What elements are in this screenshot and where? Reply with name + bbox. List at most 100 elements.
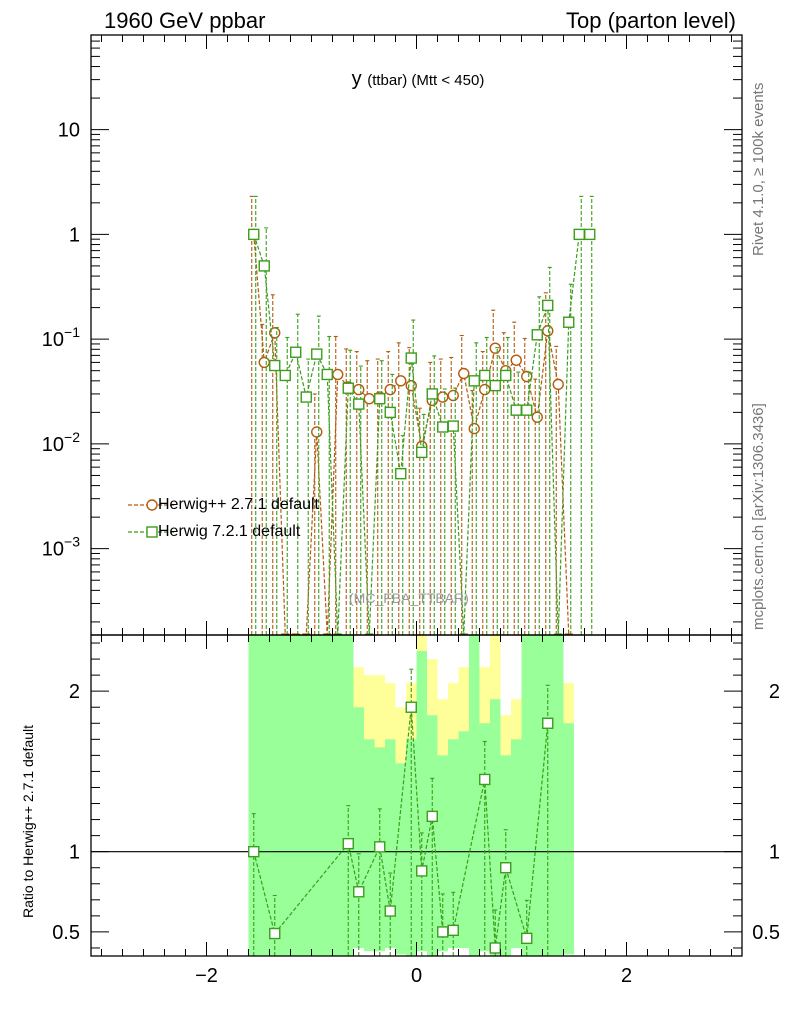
y-tick-label: 1 bbox=[69, 224, 80, 246]
ratio-band-inner bbox=[458, 731, 469, 948]
legend-marker-herwig7 bbox=[146, 526, 158, 538]
ratio-herwig7-point bbox=[500, 862, 512, 874]
ratio-band-inner bbox=[553, 635, 564, 956]
herwig7-point bbox=[584, 228, 596, 241]
herwig7-point bbox=[426, 388, 438, 400]
herwigpp-point bbox=[332, 368, 344, 381]
ratio-herwig7-point bbox=[269, 927, 281, 940]
herwig7-point bbox=[300, 391, 312, 403]
herwig7-point bbox=[447, 420, 459, 432]
herwig7-point bbox=[321, 368, 333, 381]
ratio-band-inner bbox=[563, 723, 574, 955]
analysis-watermark: (MC_FBA_TTBAR) bbox=[349, 590, 469, 606]
ratio-band-inner bbox=[332, 635, 343, 956]
y-tick-label: 10−1 bbox=[42, 324, 80, 351]
ratio-band-inner bbox=[280, 635, 291, 956]
herwigpp-point bbox=[363, 393, 375, 405]
ratio-band-inner bbox=[490, 699, 501, 956]
main-plot-frame bbox=[90, 34, 743, 636]
ratio-band-inner bbox=[395, 763, 406, 955]
ratio-band-inner bbox=[532, 635, 543, 956]
ratio-band-inner bbox=[259, 635, 270, 956]
herwig7-point bbox=[500, 369, 512, 382]
herwig7-point bbox=[405, 352, 417, 364]
herwigpp-point bbox=[479, 383, 491, 396]
header-right-label: Top (parton level) bbox=[566, 8, 736, 33]
herwigpp-point bbox=[437, 391, 449, 403]
ratio-band-inner bbox=[353, 707, 364, 948]
ratio-herwig7-point bbox=[342, 837, 354, 850]
herwig7-point bbox=[542, 299, 554, 312]
herwig7-point bbox=[279, 369, 291, 382]
plot-title: y (ttbar) (Mtt < 450) bbox=[0, 68, 786, 91]
herwigpp-point bbox=[531, 411, 543, 423]
ratio-y-tick-label: 1 bbox=[69, 842, 80, 864]
ratio-y-tick-label-right: 0.5 bbox=[752, 922, 780, 944]
ratio-herwig7-point bbox=[489, 942, 501, 954]
herwig7-point bbox=[416, 446, 428, 459]
herwigpp-point bbox=[458, 367, 470, 380]
herwig7-point bbox=[374, 393, 386, 405]
y-tick-label: 10−3 bbox=[42, 534, 80, 561]
ratio-y-tick-label: 2 bbox=[69, 681, 80, 703]
herwig7-point bbox=[531, 329, 543, 341]
ratio-y-axis-label: Ratio to Herwig++ 2.7.1 default bbox=[20, 724, 36, 918]
ratio-herwig7-point bbox=[447, 924, 459, 937]
x-tick-label: −2 bbox=[195, 965, 218, 987]
x-tick-label: 2 bbox=[621, 965, 632, 987]
ratio-herwig7-point bbox=[521, 932, 533, 945]
plot-title-sub: (ttbar) (Mtt < 450) bbox=[367, 72, 485, 89]
plot-title-main: y bbox=[351, 68, 362, 90]
herwig7-point bbox=[479, 369, 491, 382]
ratio-herwig7-point bbox=[374, 841, 386, 853]
herwig7-point bbox=[437, 421, 449, 433]
ratio-band-inner bbox=[311, 635, 322, 956]
ratio-herwig7-point bbox=[405, 701, 417, 713]
ratio-band-inner bbox=[479, 723, 490, 952]
ratio-herwig7-point bbox=[353, 886, 365, 898]
herwig7-point bbox=[311, 348, 323, 360]
ratio-herwig7-point bbox=[542, 717, 554, 729]
herwig7-point bbox=[510, 404, 522, 416]
herwigpp-point bbox=[395, 375, 407, 387]
legend-label-herwig7: Herwig 7.2.1 default bbox=[158, 523, 301, 540]
ratio-band-inner bbox=[269, 635, 280, 956]
ratio-band-inner bbox=[511, 739, 522, 948]
ratio-band-inner bbox=[248, 635, 259, 956]
y-tick-label: 10−2 bbox=[42, 429, 80, 456]
ratio-band-inner bbox=[290, 635, 301, 956]
herwigpp-point bbox=[258, 356, 270, 369]
rivet-version-label: Rivet 4.1.0, ≥ 100k events bbox=[750, 82, 767, 256]
ratio-band-inner bbox=[343, 635, 354, 956]
ratio-y-tick-label-right: 2 bbox=[769, 681, 780, 703]
ratio-band-inner bbox=[416, 651, 427, 952]
ratio-band-inner bbox=[542, 635, 553, 956]
herwigpp-point bbox=[510, 354, 522, 366]
ratio-herwig7-point bbox=[384, 905, 396, 917]
ratio-band-inner bbox=[364, 739, 375, 952]
herwig7-point bbox=[258, 260, 270, 272]
y-tick-label: 10 bbox=[58, 120, 80, 142]
herwig7-line bbox=[253, 233, 590, 636]
ratio-herwig7-point bbox=[416, 865, 428, 877]
herwig7-point bbox=[342, 382, 354, 394]
legend-marker-herwigpp bbox=[146, 499, 158, 511]
herwigpp-point bbox=[552, 378, 564, 391]
ratio-herwig7-point bbox=[437, 926, 449, 938]
herwig7-point bbox=[468, 375, 480, 387]
herwigpp-point bbox=[311, 426, 323, 438]
ratio-band-inner bbox=[385, 739, 396, 948]
herwig7-point bbox=[489, 379, 501, 392]
ratio-herwig7-line bbox=[253, 707, 549, 949]
ratio-band-inner bbox=[322, 635, 333, 956]
herwig7-point bbox=[290, 346, 302, 358]
ratio-herwig7-point bbox=[426, 810, 438, 823]
ratio-y-tick-label: 0.5 bbox=[52, 922, 80, 944]
x-tick-label: 0 bbox=[411, 965, 422, 987]
ratio-band-inner bbox=[521, 635, 532, 956]
ratio-band-inner bbox=[301, 635, 312, 956]
ratio-herwig7-point bbox=[479, 773, 491, 786]
ratio-y-tick-label-right: 1 bbox=[769, 842, 780, 864]
ratio-band-inner bbox=[469, 635, 480, 956]
